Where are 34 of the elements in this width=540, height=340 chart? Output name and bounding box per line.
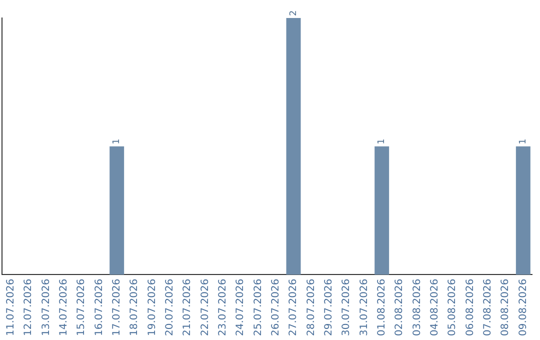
x-tick-label: 12.07.2026 xyxy=(23,278,34,336)
x-tick-label: 25.07.2026 xyxy=(252,278,264,336)
data-label: 1 xyxy=(518,138,529,144)
x-tick-label: 18.07.2026 xyxy=(129,278,140,336)
data-label: 2 xyxy=(288,10,299,16)
x-tick-label: 17.07.2026 xyxy=(111,278,122,336)
x-tick-label: 24.07.2026 xyxy=(235,278,246,336)
data-label: 1 xyxy=(377,138,388,144)
x-tick-label: 14.07.2026 xyxy=(58,278,70,336)
x-tick-label: 20.07.2026 xyxy=(164,278,176,336)
x-tick-label: 05.08.2026 xyxy=(447,278,458,336)
x-tick-label: 30.07.2026 xyxy=(341,278,352,336)
x-tick-label: 04.08.2026 xyxy=(429,278,440,336)
x-tick-label: 07.08.2026 xyxy=(482,278,494,336)
x-tick-label: 09.08.2026 xyxy=(518,278,529,336)
x-tick-label: 26.07.2026 xyxy=(270,278,282,336)
x-tick-label: 02.08.2026 xyxy=(394,278,406,336)
x-tick-label: 31.07.2026 xyxy=(358,278,370,336)
x-tick-label: 21.07.2026 xyxy=(182,278,194,336)
x-tick-label: 16.07.2026 xyxy=(94,278,105,336)
x-tick-label: 15.07.2026 xyxy=(76,278,88,336)
x-tick-label: 13.07.2026 xyxy=(40,278,52,336)
x-tick-label: 28.07.2026 xyxy=(306,278,317,336)
x-tick-label: 19.07.2026 xyxy=(146,278,158,336)
x-tick-label: 11.07.2026 xyxy=(5,278,16,336)
x-tick-label: 08.08.2026 xyxy=(500,278,512,336)
x-tick-label: 23.07.2026 xyxy=(217,278,228,336)
x-tick-label: 27.07.2026 xyxy=(288,278,300,336)
x-tick-label: 22.07.2026 xyxy=(200,278,211,336)
x-tick-label: 03.08.2026 xyxy=(412,278,423,336)
data-label: 1 xyxy=(112,138,122,144)
x-tick-label: 06.08.2026 xyxy=(464,278,476,336)
x-tick-label: 01.08.2026 xyxy=(376,278,388,336)
x-tick-label: 29.07.2026 xyxy=(323,278,334,336)
